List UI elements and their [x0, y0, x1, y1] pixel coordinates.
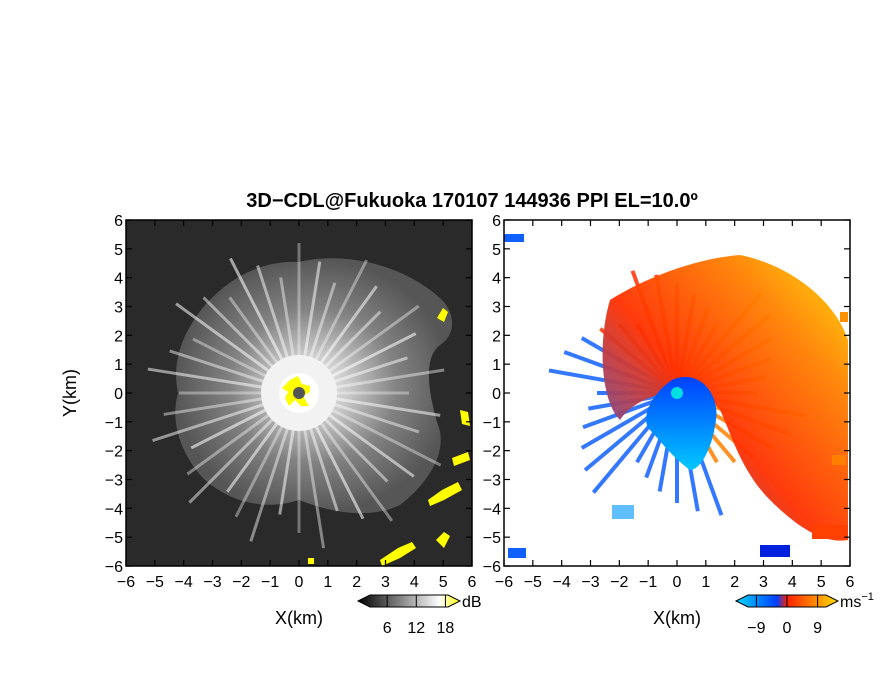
y-tick-label: −2: [105, 444, 123, 461]
velocity-colorbar: −9 0 9 ms−1: [734, 591, 874, 637]
y-tick-label: −6: [105, 559, 123, 576]
x-tick-label: −2: [232, 574, 250, 591]
x-tick-label: −4: [175, 574, 193, 591]
y-tick-label: 1: [492, 357, 501, 374]
y-tick-label: 4: [114, 271, 123, 288]
colorbar-tick-label: 6: [383, 620, 392, 637]
y-tick-label: 3: [114, 300, 123, 317]
y-tick-label: −5: [483, 530, 501, 547]
y-tick-label: 5: [492, 242, 501, 259]
x-tick-label: −6: [117, 574, 135, 591]
x-tick-label: 6: [468, 574, 477, 591]
velocity-axes: −6 −5 −4 −3 −2 −1 0 1 2 3 4 5 6 −6 −5 −4 −3 −2 −1 0 1 2 3 4 5 6: [483, 213, 855, 591]
x-tick-label: 4: [788, 574, 797, 591]
x-tick-label: −3: [581, 574, 599, 591]
x-tick-label: −4: [553, 574, 571, 591]
colorbar-tick-label: −9: [747, 620, 765, 637]
x-tick-label: −6: [495, 574, 513, 591]
x-tick-label: 3: [381, 574, 390, 591]
y-tick-label: −6: [483, 559, 501, 576]
colorbar-tick-label: 9: [813, 620, 822, 637]
velocity-cold-region: [646, 377, 717, 470]
reflectivity-colorbar-unit: dB: [462, 594, 482, 611]
velocity-colorbar-unit-exp: −1: [861, 591, 874, 603]
y-tick-label: −4: [105, 501, 123, 518]
colorbar-tick-label: 12: [407, 620, 425, 637]
y-tick-label: −3: [105, 473, 123, 490]
reflectivity-xlabel: X(km): [275, 608, 323, 628]
chart-title: 3D−CDL@Fukuoka 170107 144936 PPI EL=10.0…: [246, 190, 698, 212]
reflectivity-axes: −6 −5 −4 −3 −2 −1 0 1 2 3 4 5 6 −6 −5 −4 −3 −2 −1 0 1 2 3 4 5 6: [105, 213, 477, 591]
radar-site-marker-right: [671, 387, 683, 399]
radar-site-marker-left: [293, 387, 305, 399]
velocity-colorbar-unit-base: ms: [840, 594, 861, 611]
velocity-warm-region: [602, 255, 848, 541]
y-tick-label: −1: [105, 415, 123, 432]
velocity-outlier-patches: [504, 234, 848, 558]
x-tick-label: 1: [701, 574, 710, 591]
y-tick-label: 2: [114, 328, 123, 345]
y-tick-label: −1: [483, 415, 501, 432]
y-tick-label: −4: [483, 501, 501, 518]
x-tick-label: −5: [524, 574, 542, 591]
y-tick-label: 0: [114, 386, 123, 403]
reflectivity-panel: [126, 220, 472, 566]
x-tick-label: −3: [203, 574, 221, 591]
x-tick-label: −2: [610, 574, 628, 591]
reflectivity-colorbar: 6 12 18 dB: [356, 594, 482, 637]
colorbar-tick-label: 18: [437, 620, 455, 637]
x-tick-label: 4: [410, 574, 419, 591]
reflectivity-colorbar-ticks: 6 12 18: [383, 595, 455, 637]
y-tick-label: 2: [492, 328, 501, 345]
velocity-xlabel: X(km): [653, 608, 701, 628]
x-tick-label: 5: [817, 574, 826, 591]
x-tick-label: 2: [730, 574, 739, 591]
x-tick-label: −5: [146, 574, 164, 591]
y-tick-label: 4: [492, 271, 501, 288]
x-tick-label: 0: [295, 574, 304, 591]
velocity-colorbar-ticks: −9 0 9: [747, 595, 822, 637]
y-tick-label: −5: [105, 530, 123, 547]
reflectivity-colorbar-body: [356, 594, 462, 608]
y-tick-label: 0: [492, 386, 501, 403]
y-tick-label: −3: [483, 473, 501, 490]
x-tick-label: −1: [261, 574, 279, 591]
x-tick-label: 6: [846, 574, 855, 591]
x-tick-label: −1: [639, 574, 657, 591]
x-tick-label: 1: [323, 574, 332, 591]
x-tick-label: 3: [759, 574, 768, 591]
y-tick-label: 1: [114, 357, 123, 374]
y-tick-label: 3: [492, 300, 501, 317]
y-tick-label: −2: [483, 444, 501, 461]
colorbar-tick-label: 0: [783, 620, 792, 637]
x-tick-label: 0: [673, 574, 682, 591]
x-tick-label: 5: [439, 574, 448, 591]
reflectivity-ylabel: Y(km): [60, 369, 80, 417]
y-tick-label: 6: [114, 213, 123, 230]
y-tick-label: 6: [492, 213, 501, 230]
y-tick-label: 5: [114, 242, 123, 259]
velocity-colorbar-unit: ms−1: [840, 591, 874, 611]
velocity-panel: [504, 220, 850, 566]
x-tick-label: 2: [352, 574, 361, 591]
